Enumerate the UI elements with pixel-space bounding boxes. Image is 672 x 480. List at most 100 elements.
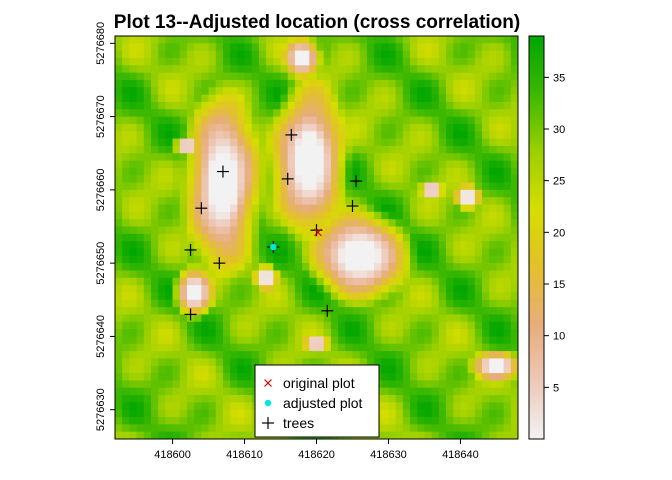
y-tick-label: 5276640: [95, 315, 107, 358]
raster-cell: [366, 138, 375, 147]
raster-cell: [446, 285, 454, 293]
raster-cell: [230, 387, 238, 396]
raster-cell: [330, 116, 339, 125]
raster-cell: [424, 153, 433, 161]
raster-cell: [446, 292, 454, 301]
raster-cell: [266, 204, 274, 213]
colorbar-step: [529, 136, 544, 141]
raster-cell: [158, 226, 166, 235]
raster-cell: [366, 36, 375, 44]
raster-cell: [453, 402, 461, 411]
raster-cell: [115, 65, 123, 74]
raster-cell: [179, 211, 188, 220]
raster-cell: [496, 226, 505, 235]
raster-cell: [467, 233, 476, 242]
raster-cell: [467, 226, 476, 235]
raster-cell: [194, 270, 202, 279]
raster-cell: [237, 321, 245, 330]
raster-cell: [482, 153, 490, 161]
raster-cell: [424, 50, 433, 59]
raster-cell: [136, 329, 145, 337]
raster-cell: [258, 36, 267, 44]
raster-cell: [338, 285, 346, 293]
raster-cell: [474, 116, 483, 125]
raster-cell: [460, 72, 469, 81]
raster-cell: [467, 380, 476, 389]
raster-cell: [345, 145, 353, 154]
raster-cell: [208, 43, 217, 52]
colorbar-step: [529, 344, 544, 349]
raster-cell: [150, 292, 159, 301]
raster-cell: [402, 219, 411, 227]
raster-cell: [129, 424, 137, 433]
raster-cell: [129, 160, 137, 169]
raster-cell: [374, 123, 382, 132]
raster-cell: [230, 255, 238, 264]
raster-cell: [424, 138, 433, 147]
raster-cell: [446, 50, 454, 59]
raster-cell: [215, 109, 224, 117]
raster-cell: [258, 116, 267, 125]
raster-cell: [438, 314, 447, 323]
raster-cell: [143, 131, 152, 139]
colorbar-step: [529, 355, 544, 359]
raster-cell: [395, 79, 404, 88]
raster-cell: [330, 72, 339, 81]
raster-cell: [237, 79, 245, 88]
raster-cell: [143, 424, 152, 433]
raster-cell: [446, 248, 454, 257]
colorbar-tick-label: 25: [553, 176, 565, 188]
raster-cell: [251, 358, 260, 367]
colorbar-step: [529, 49, 544, 54]
raster-cell: [402, 211, 411, 220]
raster-cell: [359, 57, 368, 66]
raster-cell: [222, 299, 231, 308]
raster-cell: [496, 395, 505, 403]
raster-cell: [208, 65, 217, 74]
raster-cell: [287, 233, 296, 242]
raster-cell: [158, 343, 166, 352]
raster-cell: [158, 241, 166, 249]
raster-cell: [496, 277, 505, 286]
raster-cell: [482, 387, 490, 396]
raster-cell: [345, 43, 353, 52]
raster-cell: [453, 343, 461, 352]
raster-cell: [374, 329, 382, 337]
raster-cell: [474, 241, 483, 249]
raster-cell: [122, 123, 130, 132]
raster-cell: [496, 270, 505, 279]
raster-cell: [172, 380, 181, 389]
raster-cell: [258, 57, 267, 66]
raster-cell: [129, 219, 137, 227]
raster-cell: [482, 189, 490, 198]
raster-cell: [237, 387, 245, 396]
raster-cell: [143, 204, 152, 213]
raster-cell: [244, 43, 253, 52]
raster-cell: [302, 101, 310, 110]
raster-cell: [460, 314, 469, 323]
colorbar-step: [529, 338, 544, 343]
raster-cell: [417, 167, 425, 176]
raster-cell: [503, 255, 512, 264]
raster-cell: [402, 204, 411, 213]
raster-cell: [374, 270, 382, 279]
raster-cell: [453, 145, 461, 154]
raster-cell: [381, 153, 389, 161]
raster-cell: [424, 373, 433, 381]
raster-cell: [323, 285, 332, 293]
raster-cell: [294, 277, 303, 286]
raster-cell: [316, 138, 325, 147]
colorbar-step: [529, 230, 544, 235]
raster-cell: [251, 277, 260, 286]
raster-cell: [150, 343, 159, 352]
raster-cell: [345, 189, 353, 198]
colorbar-step: [529, 261, 544, 265]
raster-cell: [179, 131, 188, 139]
raster-cell: [302, 277, 310, 286]
raster-cell: [280, 79, 289, 88]
raster-cell: [244, 94, 253, 103]
raster-cell: [294, 79, 303, 88]
raster-cell: [129, 65, 137, 74]
raster-cell: [402, 94, 411, 103]
